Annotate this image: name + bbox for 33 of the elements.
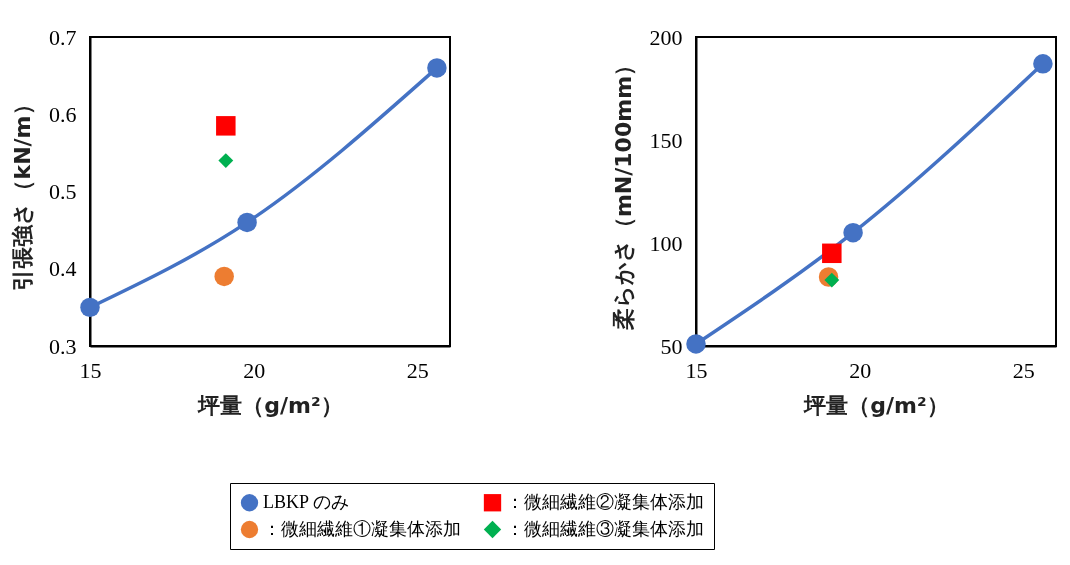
y-tick-label: 0.4 — [49, 256, 77, 282]
legend-label: ：微細繊維③凝集体添加 — [506, 518, 704, 539]
point — [214, 266, 234, 287]
x-axis-title: 坪量（g/m²） — [197, 392, 343, 418]
y-tick-label: 50 — [660, 333, 683, 359]
point — [843, 222, 863, 243]
y-tick-label: 0.7 — [49, 24, 77, 50]
point — [216, 116, 236, 136]
legend-label: ：微細繊維②凝集体添加 — [506, 491, 704, 512]
point — [218, 153, 234, 169]
point — [237, 212, 257, 233]
x-tick-label: 25 — [1012, 357, 1035, 383]
point — [1033, 54, 1053, 74]
legend-label: LBKP のみ — [263, 491, 349, 512]
point — [80, 297, 100, 318]
point — [686, 334, 706, 354]
x-tick-label: 15 — [79, 357, 102, 383]
y-tick-label: 200 — [649, 24, 683, 50]
x-tick-label: 20 — [243, 357, 266, 383]
y-axis-title: 柔らかさ（mN/100mm） — [610, 53, 636, 332]
y-tick-label: 0.3 — [49, 333, 77, 359]
x-tick-label: 25 — [406, 357, 429, 383]
legend-label: ：微細繊維①凝集体添加 — [263, 518, 461, 539]
y-tick-label: 150 — [649, 127, 683, 153]
y-tick-label: 0.6 — [49, 101, 77, 127]
x-tick-label: 20 — [849, 357, 872, 383]
y-tick-label: 0.5 — [49, 179, 77, 204]
point — [822, 243, 842, 264]
y-axis-title: 引張強さ（kN/m） — [10, 93, 35, 291]
x-axis-title: 坪量（g/m²） — [803, 392, 949, 418]
x-tick-label: 15 — [685, 357, 708, 383]
y-tick-label: 100 — [649, 230, 683, 256]
point — [427, 58, 447, 78]
